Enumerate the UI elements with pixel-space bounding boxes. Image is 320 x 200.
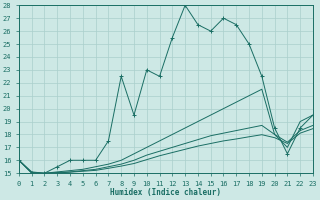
X-axis label: Humidex (Indice chaleur): Humidex (Indice chaleur) <box>110 188 221 197</box>
